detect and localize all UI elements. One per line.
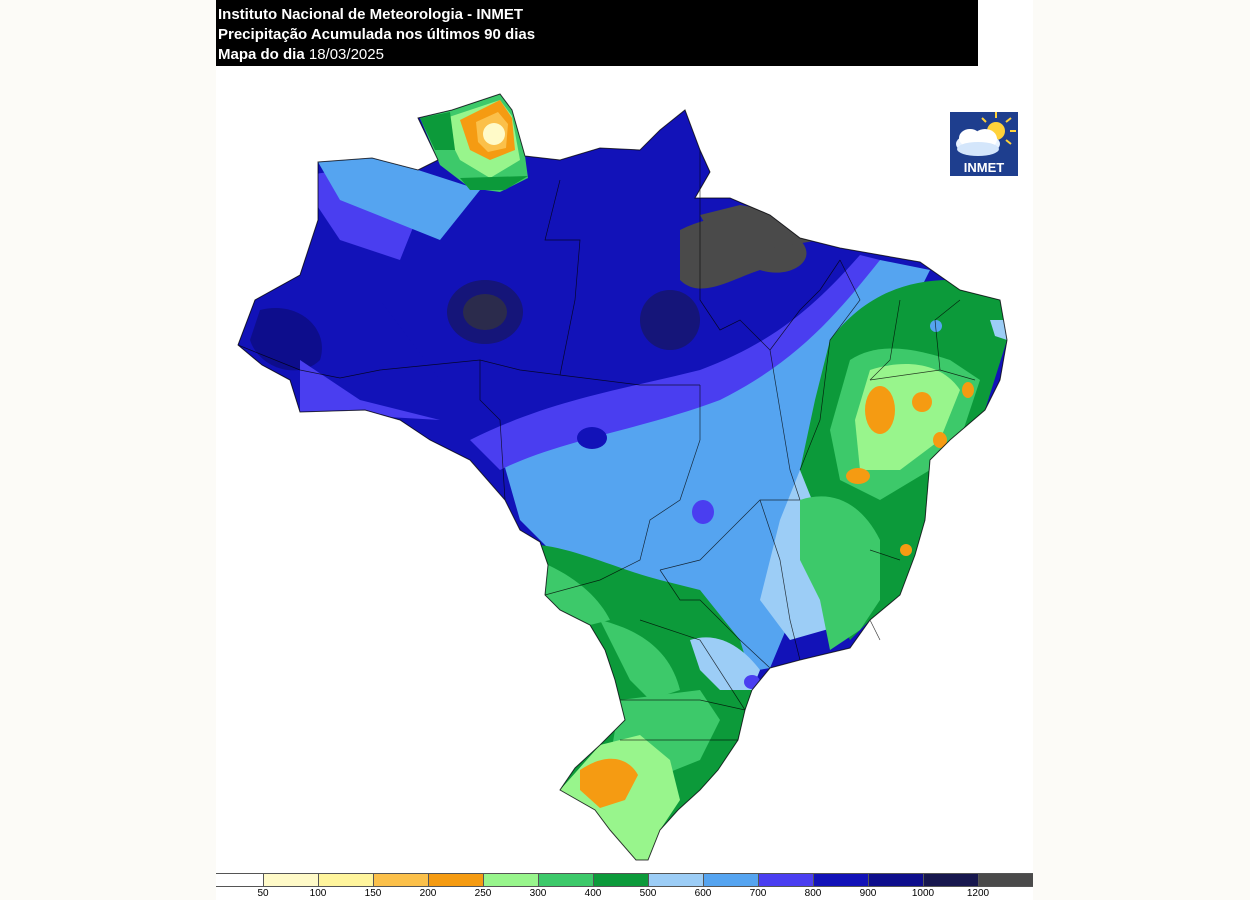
legend-label: 1000	[911, 888, 935, 899]
legend-swatch	[978, 873, 1033, 887]
legend-label: 800	[804, 888, 822, 899]
map-title: Precipitação Acumulada nos últimos 90 di…	[218, 26, 536, 43]
legend-swatch	[703, 873, 759, 887]
legend-swatch	[538, 873, 594, 887]
legend-swatch	[318, 873, 374, 887]
legend-swatch	[373, 873, 429, 887]
legend-swatch	[923, 873, 979, 887]
legend-label: 200	[419, 888, 437, 899]
legend-label: 600	[694, 888, 712, 899]
legend-swatch	[483, 873, 539, 887]
legend-swatch	[428, 873, 484, 887]
legend-label: 50	[257, 888, 269, 899]
legend-label: 500	[639, 888, 657, 899]
title-banner: Instituto Nacional de Meteorologia - INM…	[216, 0, 978, 66]
map-date: 18/03/2025	[308, 46, 384, 63]
legend-swatch	[263, 873, 319, 887]
legend-swatch	[648, 873, 704, 887]
map-date-line: Mapa do dia 18/03/2025	[218, 46, 384, 64]
logo-text: INMET	[963, 160, 1005, 175]
legend-label: 400	[584, 888, 602, 899]
legend-label: 150	[364, 888, 382, 899]
legend-label: 250	[474, 888, 492, 899]
inmet-logo: INMET	[950, 112, 1018, 176]
legend-swatch	[216, 873, 264, 887]
brazil-precipitation-map	[237, 93, 1008, 861]
legend-swatch	[813, 873, 869, 887]
map-date-label: Mapa do dia	[218, 46, 305, 63]
map-panel: Instituto Nacional de Meteorologia - INM…	[216, 0, 1033, 900]
cloud-sun-icon	[956, 112, 1016, 156]
legend-swatch	[593, 873, 649, 887]
legend-label: 700	[749, 888, 767, 899]
legend-swatch	[868, 873, 924, 887]
legend-label: 100	[309, 888, 327, 899]
legend-label: 900	[859, 888, 877, 899]
legend-swatch	[758, 873, 814, 887]
legend-label: 1200	[966, 888, 990, 899]
institute-title: Instituto Nacional de Meteorologia - INM…	[218, 6, 524, 23]
legend-label: 300	[529, 888, 547, 899]
color-legend: 0501001502002503004005006007008009001000…	[216, 873, 1033, 900]
